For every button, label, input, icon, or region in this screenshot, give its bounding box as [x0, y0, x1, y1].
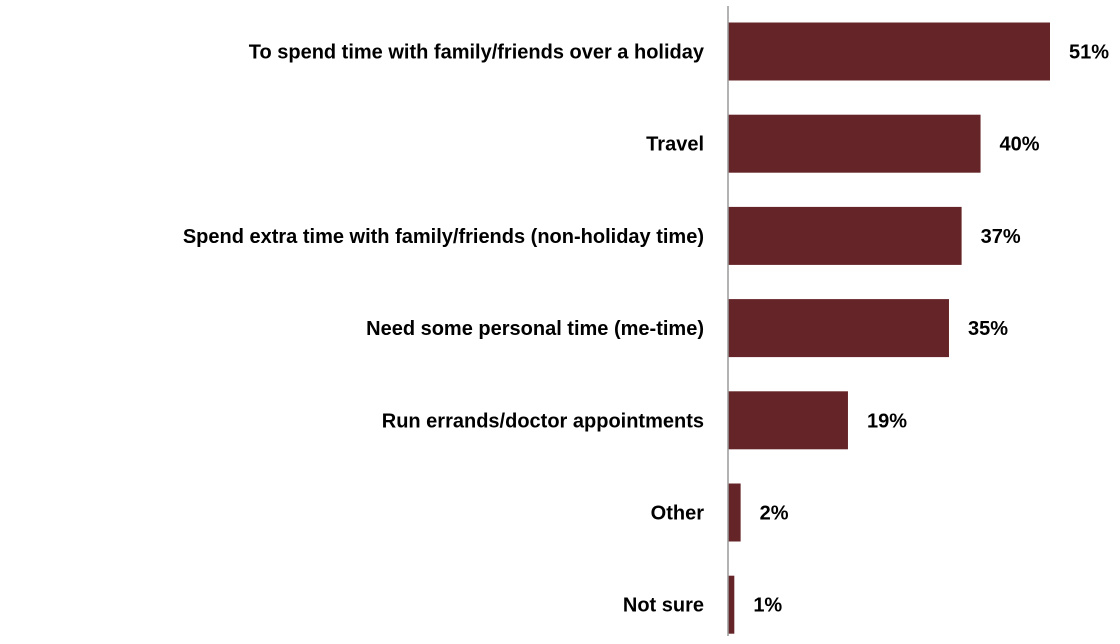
category-label-7: Not sure	[623, 595, 704, 617]
bar-6	[728, 483, 741, 542]
category-label-2: Travel	[646, 134, 704, 156]
value-labels-group: 51% 40% 37% 35% 19% 2% 1%	[753, 42, 1109, 617]
bar-4	[728, 299, 949, 358]
category-label-6: Other	[651, 503, 705, 525]
value-label-1: 51%	[1069, 42, 1109, 64]
value-label-6: 2%	[760, 503, 789, 525]
bar-1	[728, 22, 1050, 81]
bar-5	[728, 391, 848, 450]
category-labels-group: To spend time with family/friends over a…	[183, 42, 705, 617]
category-label-5: Run errands/doctor appointments	[382, 410, 704, 432]
bar-3	[728, 206, 962, 265]
bar-2	[728, 114, 981, 173]
value-label-3: 37%	[981, 226, 1021, 248]
value-label-4: 35%	[968, 318, 1008, 340]
value-label-2: 40%	[1000, 134, 1040, 156]
category-label-4: Need some personal time (me-time)	[366, 318, 704, 340]
bars-group	[728, 22, 1050, 634]
category-label-3: Spend extra time with family/friends (no…	[183, 226, 704, 248]
value-label-5: 19%	[867, 410, 907, 432]
category-label-1: To spend time with family/friends over a…	[249, 42, 705, 64]
value-label-7: 1%	[753, 595, 782, 617]
bar-7	[728, 575, 735, 634]
